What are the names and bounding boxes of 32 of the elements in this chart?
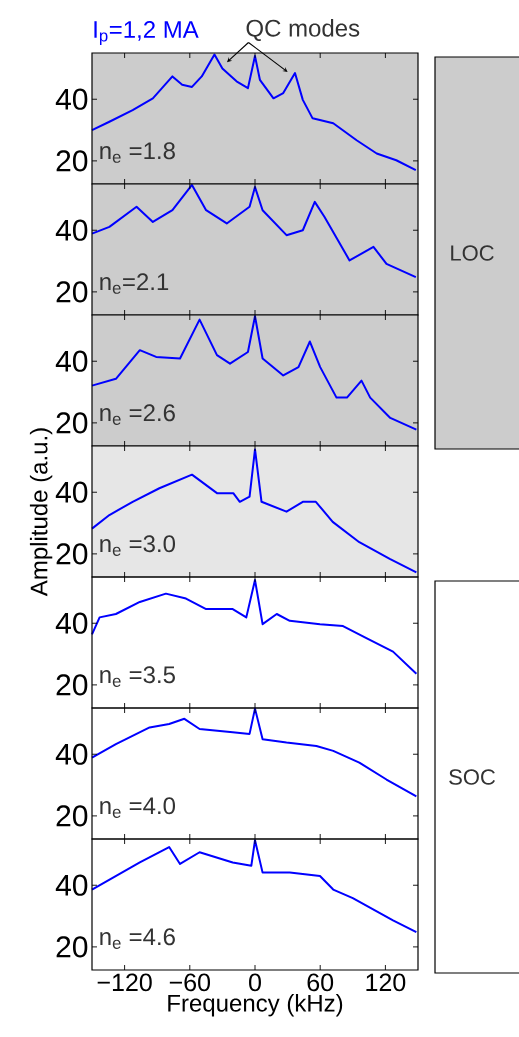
x-tick-label: −60 bbox=[169, 973, 211, 992]
y-tick-label: 40 bbox=[55, 88, 88, 110]
y-tick-label: 40 bbox=[55, 874, 88, 896]
x-tick-label: −120 bbox=[97, 973, 152, 992]
y-axis-title: Amplitude (a.u.) bbox=[29, 428, 53, 597]
x-axis-title: Frequency (kHz) bbox=[168, 994, 343, 1017]
text: LOC bbox=[451, 245, 494, 261]
annotation: n$_{e}$ =3.0 bbox=[100, 535, 176, 556]
annotation: n$_{e}$ =4.6 bbox=[100, 928, 175, 949]
chart-title: I$_{p}$=1,2 MA bbox=[94, 20, 199, 45]
y-tick-label: 40 bbox=[55, 743, 88, 765]
x-tick-label: 0 bbox=[249, 973, 261, 992]
y-tick-label: 20 bbox=[56, 936, 88, 958]
y-tick-label: 20 bbox=[56, 150, 88, 172]
annotation: n$_{e}$=2.1 bbox=[100, 273, 169, 294]
y-tick-label: 40 bbox=[55, 481, 88, 503]
y-tick-label: 40 bbox=[55, 350, 88, 372]
x-tick-label: 120 bbox=[366, 973, 406, 992]
annotation: n$_{e}$ =2.6 bbox=[100, 404, 175, 425]
text: SOC bbox=[449, 769, 496, 785]
text: QC modes bbox=[246, 19, 360, 42]
y-tick-label: 20 bbox=[56, 805, 88, 827]
y-tick-label: 20 bbox=[56, 674, 88, 696]
x-tick-label: 60 bbox=[307, 973, 334, 992]
y-tick-label: 20 bbox=[56, 412, 88, 434]
annotation: n$_{e}$ =4.0 bbox=[100, 797, 176, 818]
y-tick-label: 20 bbox=[56, 281, 88, 303]
y-tick-label: 40 bbox=[55, 612, 88, 634]
y-tick-label: 40 bbox=[55, 219, 88, 241]
annotation: n$_{e}$ =1.8 bbox=[100, 142, 175, 163]
y-tick-label: 20 bbox=[56, 543, 88, 565]
annotation: n$_{e}$ =3.5 bbox=[100, 666, 175, 687]
